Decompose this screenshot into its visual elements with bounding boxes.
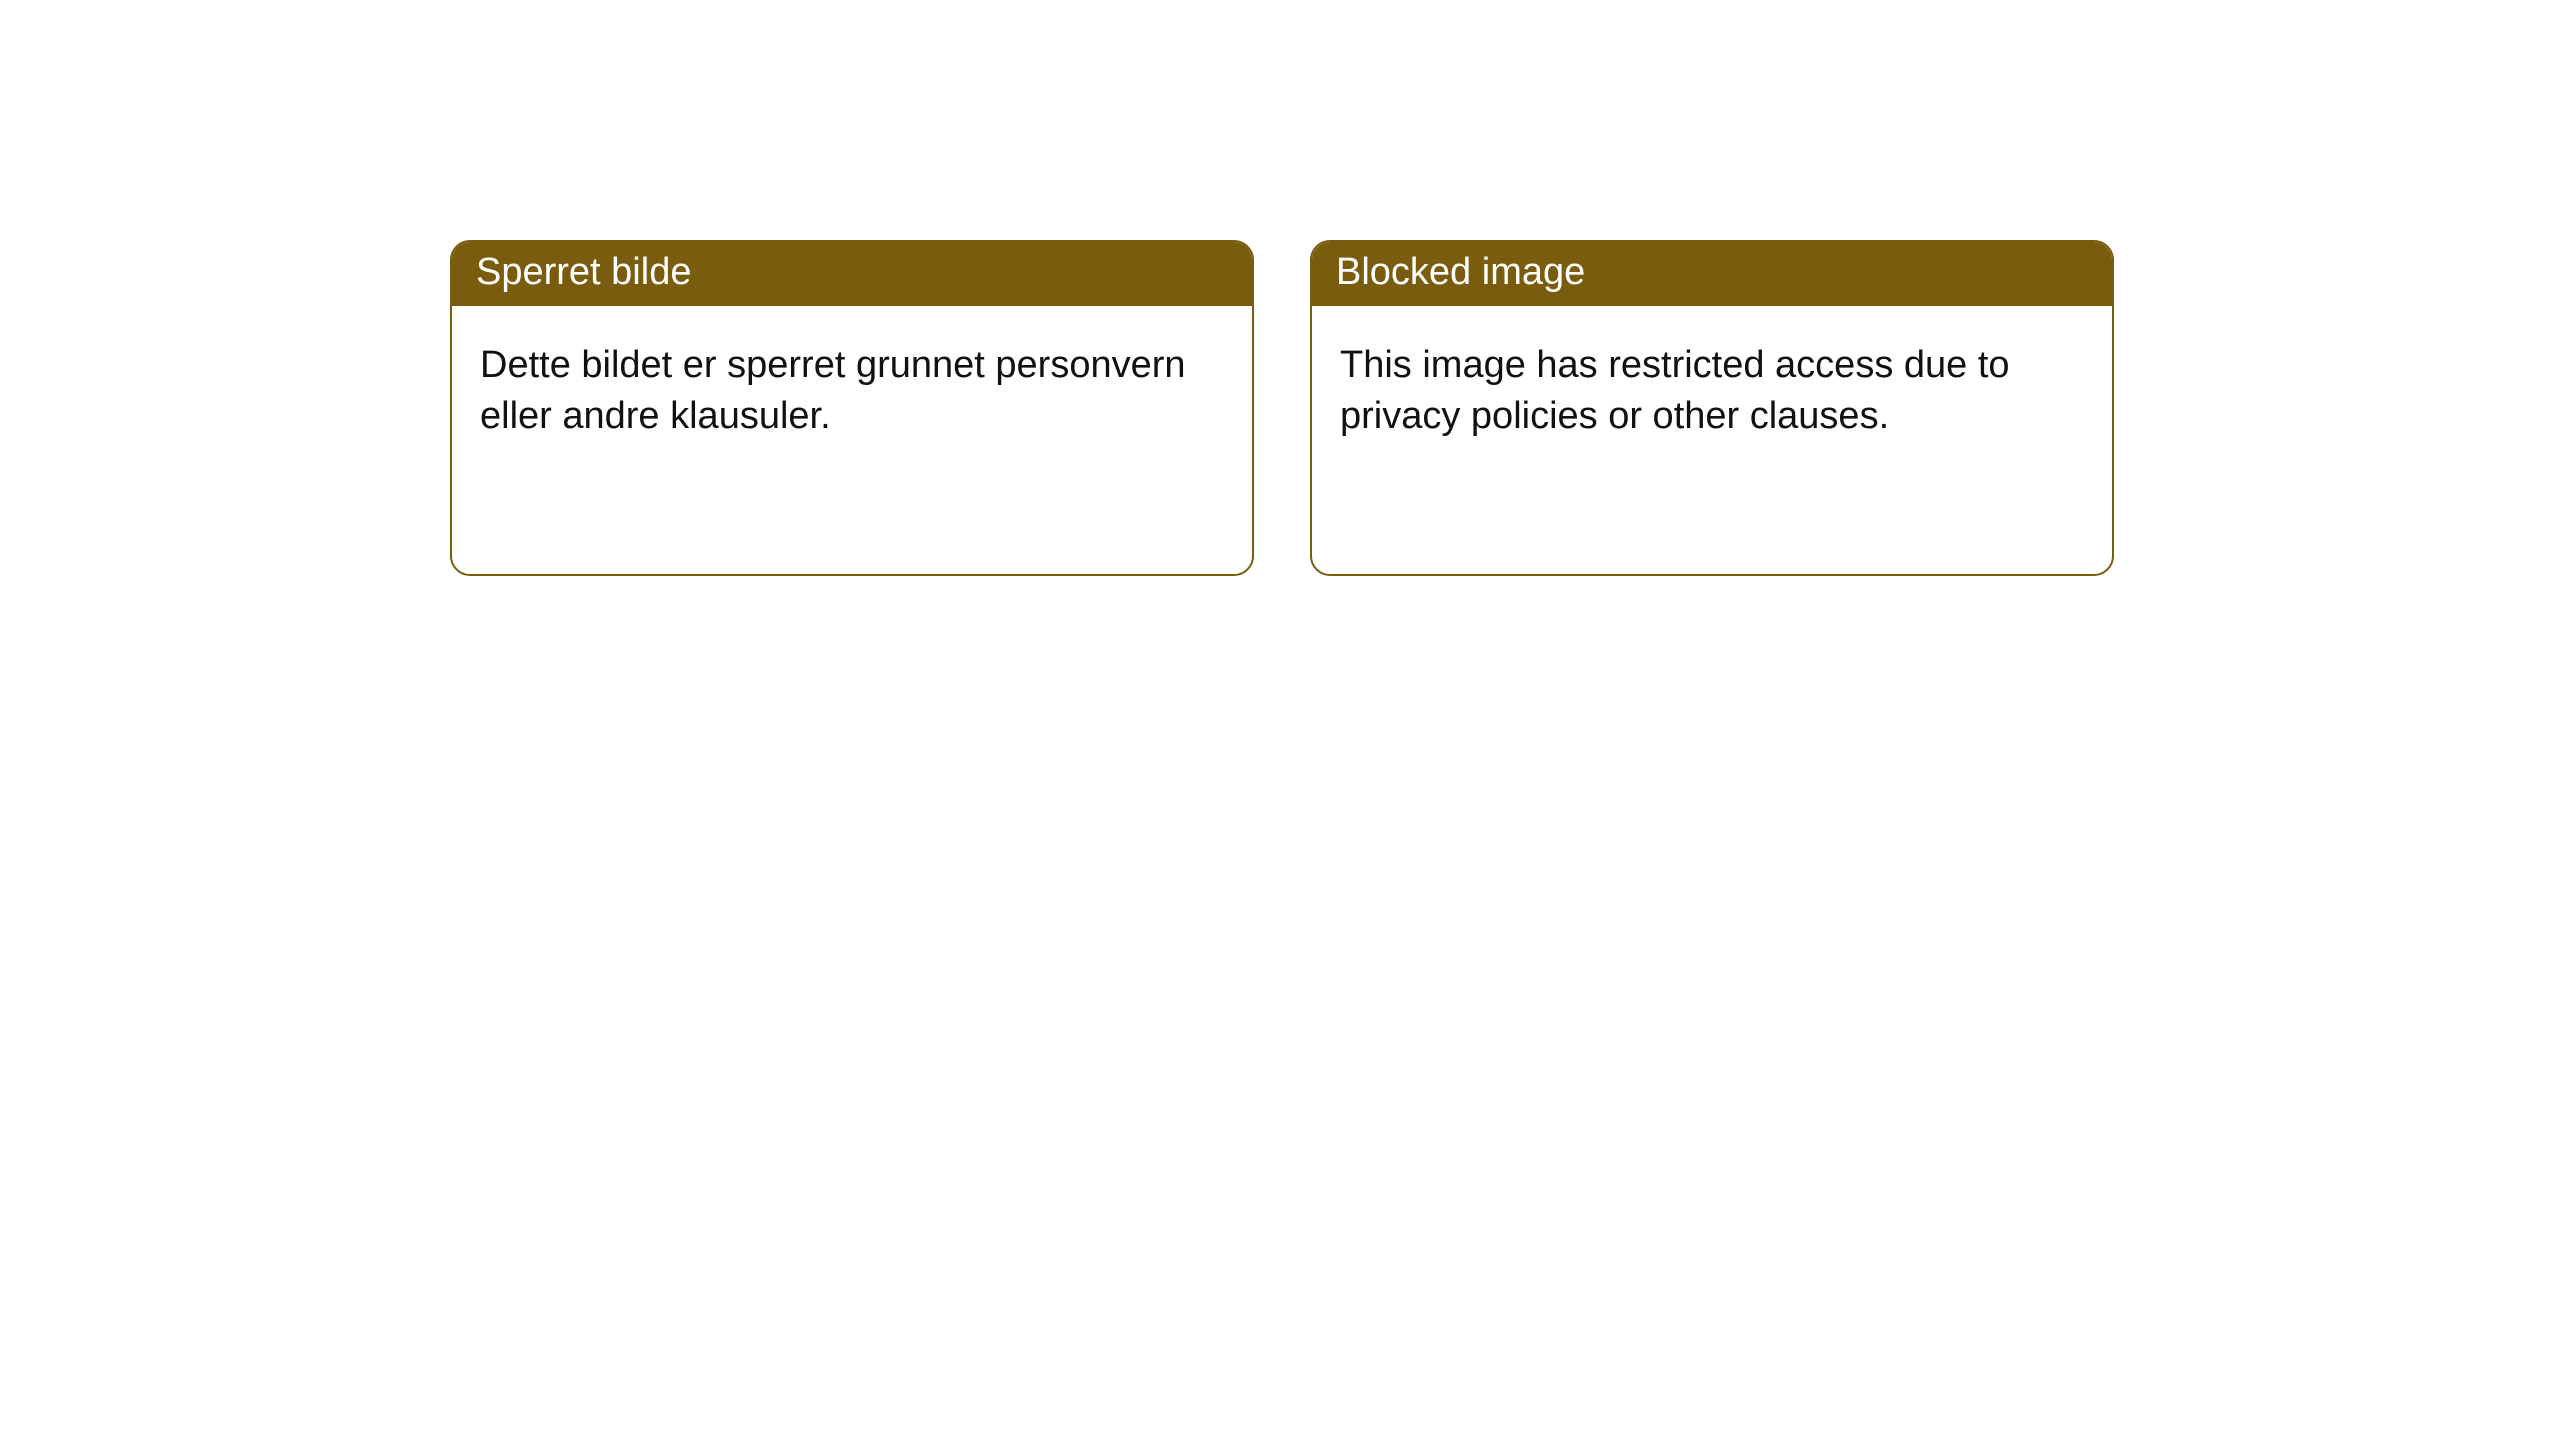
notice-panel-body-no: Dette bildet er sperret grunnet personve… — [452, 306, 1252, 471]
notice-panel-no: Sperret bilde Dette bildet er sperret gr… — [450, 240, 1254, 576]
notice-panel-body-en: This image has restricted access due to … — [1312, 306, 2112, 471]
notice-panel-en: Blocked image This image has restricted … — [1310, 240, 2114, 576]
notice-panel-title-en: Blocked image — [1312, 242, 2112, 306]
notice-panel-title-no: Sperret bilde — [452, 242, 1252, 306]
notice-container: Sperret bilde Dette bildet er sperret gr… — [0, 0, 2560, 576]
